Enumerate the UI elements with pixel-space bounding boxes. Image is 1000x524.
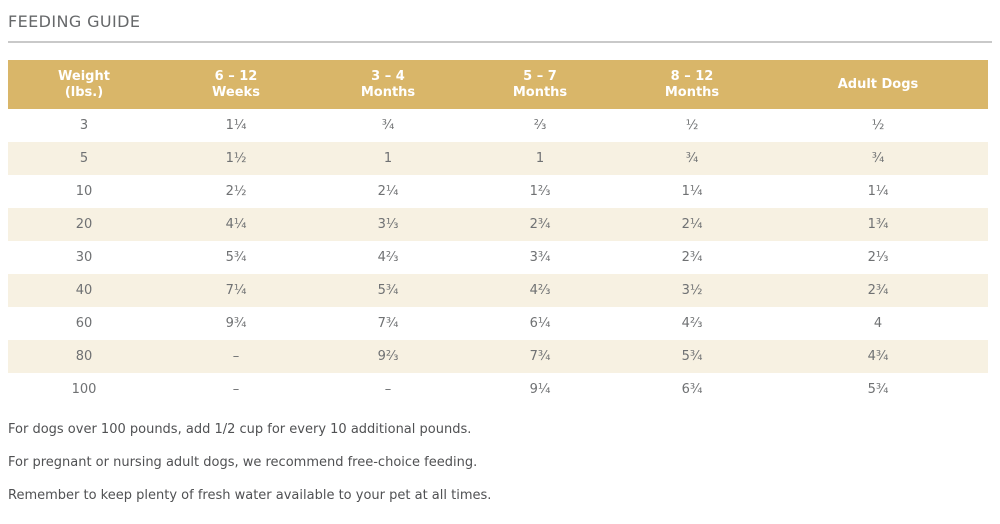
page-title: FEEDING GUIDE (8, 12, 141, 31)
table-cell: 1¼ (867, 184, 889, 199)
table-cell: 7¾ (529, 349, 551, 364)
footnotes: For dogs over 100 pounds, add 1/2 cup fo… (8, 420, 992, 505)
table-cell: 3½ (681, 283, 703, 298)
table-header: Weight (lbs.) 6 – 12 Weeks 3 – 4 Months 5 –… (8, 60, 988, 109)
table-cell: 7¾ (377, 316, 399, 331)
table-cell: 9¾ (225, 316, 247, 331)
table-cell: ½ (871, 118, 885, 133)
table-cell: 5¾ (867, 382, 889, 397)
title-divider (8, 41, 992, 43)
table-header-row: Weight (lbs.) 6 – 12 Weeks 3 – 4 Months 5 –… (8, 60, 988, 109)
table-cell: 6¾ (681, 382, 703, 397)
table-cell: 1⅔ (529, 184, 551, 199)
table-cell: 4⅔ (377, 250, 399, 265)
table-cell: 6¼ (529, 316, 551, 331)
column-header: 3 – 4 Months (312, 60, 464, 109)
table-cell: ¾ (871, 151, 885, 166)
table-cell: 2¼ (681, 217, 703, 232)
table-cell: 4⅔ (681, 316, 703, 331)
table-cell: 2⅓ (867, 250, 889, 265)
table-cell: 100 (71, 382, 97, 397)
table-cell: 1½ (225, 151, 247, 166)
table-row: 20 4¼ 3⅓ 2¾ 2¼ 1¾ (8, 208, 988, 241)
table-cell: 1 (535, 151, 545, 166)
table-cell: 60 (75, 316, 93, 331)
footnote-pregnant-dogs: For pregnant or nursing adult dogs, we r… (8, 455, 478, 470)
table-cell: – (232, 349, 240, 364)
feeding-guide-table: Weight (lbs.) 6 – 12 Weeks 3 – 4 Months 5 –… (8, 60, 988, 406)
feeding-guide-page: FEEDING GUIDE Weight (lbs.) 6 – 12 Weeks 3… (8, 12, 992, 505)
table-cell: 40 (75, 283, 93, 298)
table-cell: 9¼ (529, 382, 551, 397)
table-cell: 5 (79, 151, 89, 166)
table-cell: – (232, 382, 240, 397)
table-cell: 4¼ (225, 217, 247, 232)
table-cell: 5¾ (225, 250, 247, 265)
table-row: 80 – 9⅔ 7¾ 5¾ 4¾ (8, 340, 988, 373)
table-cell: 2¼ (377, 184, 399, 199)
table-cell: 3¾ (529, 250, 551, 265)
table-row: 3 1¼ ¾ ⅔ ½ ½ (8, 109, 988, 142)
table-cell: 5¾ (681, 349, 703, 364)
table-cell: 3 (79, 118, 89, 133)
table-cell: 1¾ (867, 217, 889, 232)
table-cell: 30 (75, 250, 93, 265)
table-cell: 4⅔ (529, 283, 551, 298)
table-row: 30 5¾ 4⅔ 3¾ 2¾ 2⅓ (8, 241, 988, 274)
column-header: Weight (lbs.) (8, 60, 160, 109)
table-cell: 5¾ (377, 283, 399, 298)
table-row: 5 1½ 1 1 ¾ ¾ (8, 142, 988, 175)
table-cell: 4¾ (867, 349, 889, 364)
table-cell: ½ (685, 118, 699, 133)
table-cell: ¾ (685, 151, 699, 166)
table-cell: 1¼ (681, 184, 703, 199)
table-cell: 80 (75, 349, 93, 364)
table-cell: 4 (873, 316, 883, 331)
table-row: 100 – – 9¼ 6¾ 5¾ (8, 373, 988, 406)
table-cell: 20 (75, 217, 93, 232)
table-cell: ¾ (381, 118, 395, 133)
column-header: 6 – 12 Weeks (160, 60, 312, 109)
table-cell: ⅔ (533, 118, 547, 133)
table-cell: 1¼ (225, 118, 247, 133)
table-cell: 2¾ (867, 283, 889, 298)
table-row: 40 7¼ 5¾ 4⅔ 3½ 2¾ (8, 274, 988, 307)
column-header: 8 – 12 Months (616, 60, 768, 109)
column-header: Adult Dogs (768, 60, 988, 109)
table-cell: 1 (383, 151, 393, 166)
table-cell: 2¾ (681, 250, 703, 265)
footnote-fresh-water: Remember to keep plenty of fresh water a… (8, 488, 492, 503)
table-body: 3 1¼ ¾ ⅔ ½ ½ 5 1½ 1 1 ¾ ¾ 10 2½ 2¼ 1⅔ 1¼ 1¼ 20 4¼ 3⅓ 2¾ 2¼ 1¾ 30… (8, 109, 988, 406)
table-row: 10 2½ 2¼ 1⅔ 1¼ 1¼ (8, 175, 988, 208)
table-cell: 9⅔ (377, 349, 399, 364)
footnote-over-100-lbs: For dogs over 100 pounds, add 1/2 cup fo… (8, 422, 472, 437)
table-cell: 2¾ (529, 217, 551, 232)
table-row: 60 9¾ 7¾ 6¼ 4⅔ 4 (8, 307, 988, 340)
column-header: 5 – 7 Months (464, 60, 616, 109)
table-cell: 2½ (225, 184, 247, 199)
table-cell: 7¼ (225, 283, 247, 298)
table-cell: – (384, 382, 392, 397)
table-cell: 3⅓ (377, 217, 399, 232)
table-cell: 10 (75, 184, 93, 199)
